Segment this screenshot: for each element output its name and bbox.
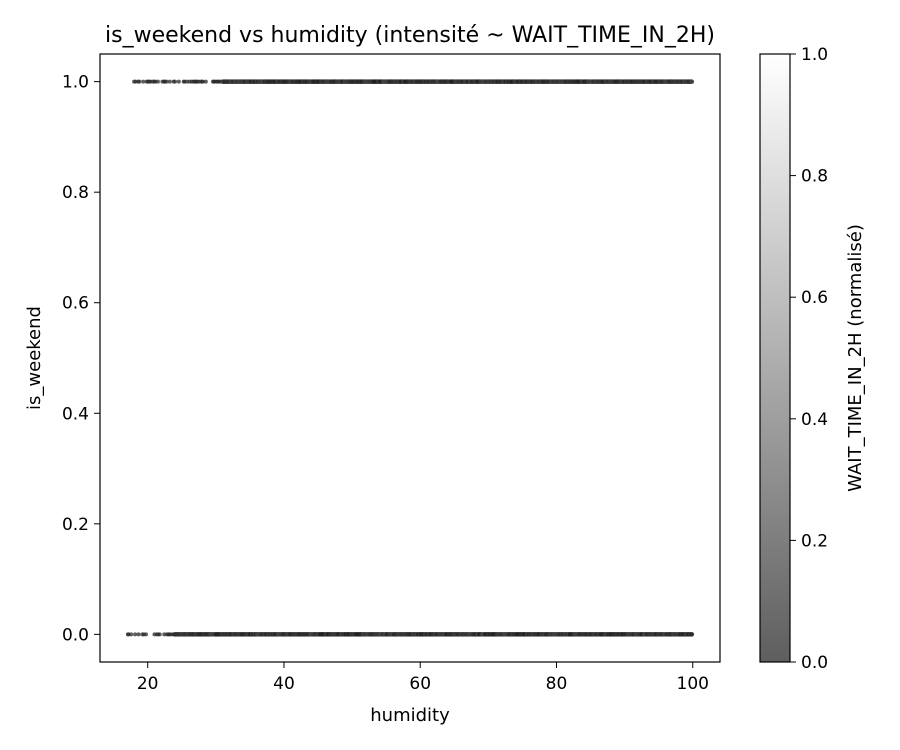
colorbar	[759, 53, 791, 663]
scatter-point	[164, 79, 169, 84]
x-tick-label: 100	[677, 674, 709, 694]
plot-frame	[99, 53, 721, 663]
x-tick-label: 20	[137, 674, 159, 694]
chart-title: is_weekend vs humidity (intensité ~ WAIT…	[105, 23, 715, 48]
x-axis-label: humidity	[370, 705, 450, 726]
scatter-point	[176, 79, 181, 84]
y-tick-label: 1.0	[62, 73, 89, 93]
scatter-point	[689, 632, 695, 637]
x-tick-label: 60	[409, 674, 431, 694]
points-layer	[125, 79, 695, 637]
colorbar-tick-label: 0.6	[801, 288, 828, 308]
colorbar-tick-label: 0.8	[801, 167, 828, 187]
scatter-point	[167, 79, 172, 84]
scatter-point	[133, 632, 138, 637]
scatter-point	[129, 632, 134, 637]
scatter-point	[137, 79, 142, 84]
y-tick-label: 0.4	[62, 404, 89, 424]
colorbar-tick-label: 1.0	[801, 45, 828, 65]
scatter-point	[689, 79, 695, 84]
colorbar-tick-label: 0.2	[801, 531, 828, 551]
scatter-point	[173, 79, 178, 84]
y-axis-ticks: 0.0 0.2 0.4 0.6 0.8 1.0	[62, 73, 100, 645]
scatter-point	[141, 79, 146, 84]
scatter-point	[155, 79, 160, 84]
colorbar-label: WAIT_TIME_IN_2H (normalisé)	[845, 224, 866, 492]
scatter-point	[200, 79, 205, 84]
x-tick-label: 80	[546, 674, 568, 694]
y-tick-label: 0.0	[62, 625, 89, 645]
y-tick-label: 0.6	[62, 294, 89, 314]
x-tick-label: 40	[273, 674, 295, 694]
colorbar-tick-label: 0.0	[801, 653, 828, 673]
scatter-point	[136, 632, 141, 637]
y-axis-label: is_weekend	[24, 306, 45, 410]
x-axis-ticks: 20 40 60 80 100	[137, 662, 709, 694]
scatter-point	[203, 79, 208, 84]
colorbar-ticks: 0.0 0.2 0.4 0.6 0.8 1.0	[790, 45, 828, 673]
scatter-point	[157, 632, 162, 637]
colorbar-tick-label: 0.4	[801, 410, 828, 430]
y-tick-label: 0.2	[62, 515, 89, 535]
y-tick-label: 0.8	[62, 183, 89, 203]
scatter-point	[143, 632, 148, 637]
